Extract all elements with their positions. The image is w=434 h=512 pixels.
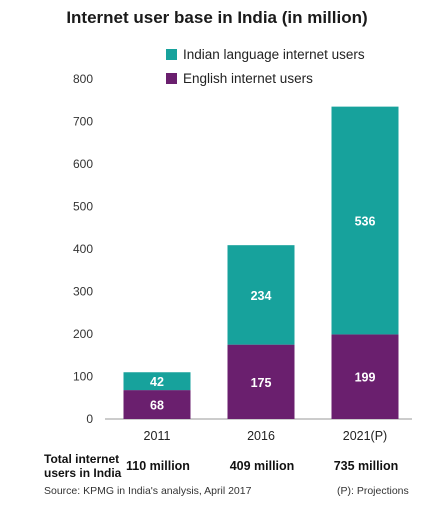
bars: 68 42 175 234 199 536: [123, 106, 399, 419]
projection-note: (P): Projections: [337, 485, 409, 497]
total-value-2021: 735 million: [333, 459, 399, 473]
bar-indian-language-2: [331, 106, 399, 335]
y-tick-label: 500: [73, 200, 93, 214]
totals-heading: Total internet users in India: [44, 452, 122, 480]
legend-swatch: [166, 73, 177, 84]
legend-swatch: [166, 49, 177, 60]
bar-english-0: [123, 390, 191, 419]
bar-value-label: 42: [150, 375, 164, 389]
source-note: Source: KPMG in India's analysis, April …: [44, 485, 252, 497]
bar-value-label: 536: [355, 215, 376, 229]
y-tick-label: 600: [73, 157, 93, 171]
total-value-2016: 409 million: [229, 459, 295, 473]
bar-english-2: [331, 334, 399, 419]
bar-english-1: [227, 344, 295, 419]
y-tick-label: 700: [73, 115, 93, 129]
chart-title: Internet user base in India (in million): [66, 8, 368, 27]
y-tick-label: 100: [73, 370, 93, 384]
bar-indian-language-0: [123, 372, 191, 391]
bar-value-label: 199: [355, 371, 376, 385]
x-tick-label: 2021(P): [343, 429, 387, 443]
x-axis: 2011 2016 2021(P): [144, 429, 388, 443]
x-tick-label: 2016: [247, 429, 275, 443]
y-tick-label: 200: [73, 327, 93, 341]
bar-value-label: 68: [150, 399, 164, 413]
bar-value-label: 175: [251, 376, 272, 390]
y-tick-label: 400: [73, 242, 93, 256]
y-tick-label: 0: [86, 412, 93, 426]
legend-label: Indian language internet users: [183, 47, 365, 62]
legend-label: English internet users: [183, 71, 313, 86]
y-axis: 0 100 200 300 400 500 600 700 800: [73, 72, 93, 426]
y-tick-label: 300: [73, 285, 93, 299]
total-value-2011: 110 million: [126, 459, 190, 473]
y-tick-label: 800: [73, 72, 93, 86]
legend: Indian language internet users English in…: [166, 47, 365, 86]
x-tick-label: 2011: [144, 429, 171, 443]
bar-indian-language-1: [227, 245, 295, 345]
bar-value-label: 234: [251, 289, 272, 303]
